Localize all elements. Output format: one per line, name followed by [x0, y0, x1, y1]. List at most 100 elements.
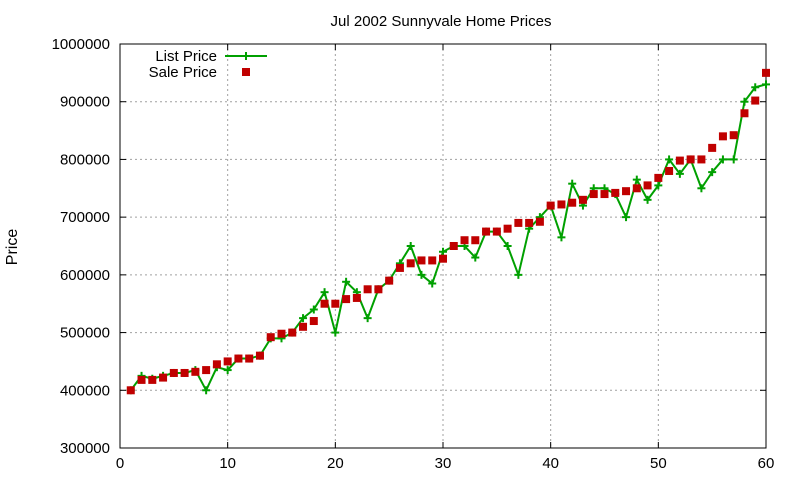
- sale-price-point: [363, 285, 372, 294]
- list-price-point: [299, 314, 308, 323]
- x-tick-label: 10: [219, 455, 236, 472]
- list-price-point: [417, 270, 426, 279]
- sale-price-point: [126, 386, 135, 395]
- sale-price-point: [320, 299, 329, 308]
- x-tick-label: 50: [650, 455, 667, 472]
- series-sale-price: [126, 68, 770, 395]
- sale-price-point: [255, 351, 264, 360]
- sale-price-point: [665, 166, 674, 175]
- sale-price-point: [180, 368, 189, 377]
- list-price-point: [514, 270, 523, 279]
- y-tick-label: 500000: [60, 325, 110, 342]
- sale-price-point: [266, 333, 275, 342]
- y-tick-label: 800000: [60, 151, 110, 168]
- sale-price-point: [352, 293, 361, 302]
- list-price-point: [697, 184, 706, 193]
- sale-price-point: [697, 155, 706, 164]
- legend-marker-sale-price: [242, 68, 250, 76]
- sale-price-point: [568, 198, 577, 207]
- sale-price-point: [137, 375, 146, 384]
- list-price-point: [342, 277, 351, 286]
- list-price-point: [622, 213, 631, 222]
- sale-price-point: [212, 360, 221, 369]
- sale-price-point: [299, 322, 308, 331]
- list-price-point: [331, 328, 340, 337]
- sale-price-point: [395, 263, 404, 272]
- list-price-point: [751, 83, 760, 92]
- list-price-point: [643, 195, 652, 204]
- x-tick-label: 40: [542, 455, 559, 472]
- y-tick-label: 300000: [60, 440, 110, 457]
- list-price-point: [718, 155, 727, 164]
- sale-price-point: [428, 256, 437, 265]
- series-list-price: [126, 80, 770, 395]
- sale-price-point: [309, 317, 318, 326]
- y-tick-label: 900000: [60, 94, 110, 111]
- y-tick-label: 1000000: [52, 36, 110, 53]
- list-price-point: [740, 97, 749, 106]
- x-tick-label: 30: [435, 455, 452, 472]
- sale-price-point: [191, 367, 200, 376]
- sale-price-point: [525, 218, 534, 227]
- sale-price-point: [622, 187, 631, 196]
- sale-price-point: [557, 200, 566, 209]
- list-price-point: [503, 242, 512, 250]
- legend-label-list-price: List Price: [155, 48, 217, 65]
- sale-price-point: [546, 201, 555, 210]
- y-axis-label: Price: [4, 229, 21, 266]
- sale-price-point: [374, 285, 383, 294]
- sale-price-point: [492, 227, 501, 236]
- sale-price-point: [471, 236, 480, 245]
- list-price-point: [202, 386, 211, 395]
- legend-marker-list-price: [242, 52, 250, 60]
- sale-price-point: [503, 224, 512, 233]
- sale-price-point: [202, 366, 211, 375]
- list-price-point: [762, 80, 770, 89]
- sale-price-point: [406, 259, 415, 268]
- sale-price-point: [482, 227, 491, 236]
- list-price-point: [428, 279, 437, 288]
- list-price-point: [471, 253, 480, 262]
- x-tick-label: 20: [327, 455, 344, 472]
- sale-price-point: [169, 368, 178, 377]
- chart-title: Jul 2002 Sunnyvale Home Prices: [331, 13, 552, 30]
- grid-layer: [120, 44, 766, 448]
- sale-price-point: [385, 276, 394, 285]
- list-price-point: [708, 168, 717, 177]
- sale-price-point: [342, 295, 351, 304]
- sale-price-point: [729, 131, 738, 140]
- list-price-point: [729, 155, 738, 164]
- sale-price-point: [417, 256, 426, 265]
- sale-price-point: [708, 143, 717, 152]
- list-price-point: [223, 366, 232, 375]
- sale-price-point: [675, 156, 684, 165]
- y-tick-label: 700000: [60, 209, 110, 226]
- y-tick-label: 600000: [60, 267, 110, 284]
- list-price-point: [654, 181, 663, 190]
- sale-price-point: [460, 236, 469, 245]
- list-price-point: [675, 169, 684, 178]
- sale-price-point: [578, 195, 587, 204]
- list-price-point: [557, 233, 566, 242]
- list-price-point: [632, 175, 641, 184]
- sale-price-point: [288, 328, 297, 337]
- series-layer: [126, 68, 770, 395]
- sale-price-point: [740, 109, 749, 118]
- list-price-point: [568, 179, 577, 188]
- sale-price-point: [277, 329, 286, 338]
- sale-price-point: [751, 96, 760, 105]
- sale-price-point: [589, 190, 598, 199]
- list-price-line: [129, 83, 767, 393]
- legend-label-sale-price: Sale Price: [149, 64, 217, 81]
- sale-price-point: [632, 184, 641, 193]
- sale-price-point: [611, 188, 620, 197]
- x-tick-label: 60: [758, 455, 775, 472]
- sale-price-point: [159, 373, 168, 382]
- list-price-point: [406, 242, 415, 250]
- sale-price-point: [762, 68, 770, 77]
- sale-price-point: [600, 190, 609, 199]
- sale-price-point: [535, 217, 544, 226]
- list-price-point: [439, 247, 447, 256]
